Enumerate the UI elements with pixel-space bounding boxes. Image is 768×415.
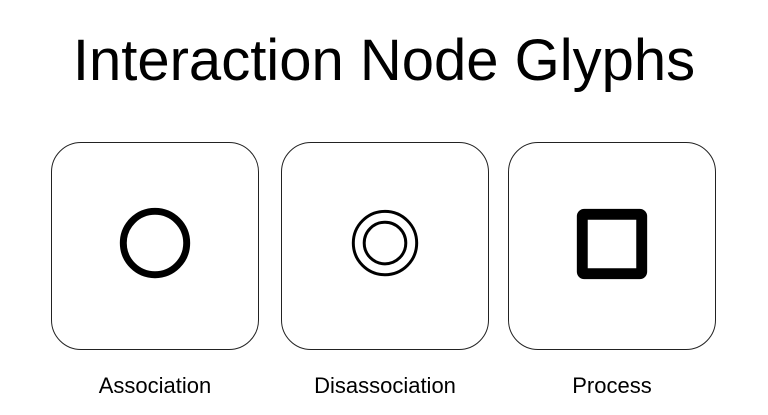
inner-ring (362, 220, 408, 266)
disassociation-label: Disassociation (314, 373, 456, 398)
process-glyph-svg (576, 208, 648, 280)
disassociation-glyph-card (281, 142, 489, 350)
double-circle-icon (351, 209, 419, 277)
process-label: Process (572, 373, 652, 398)
association-glyph-card (51, 142, 259, 350)
process-glyph-card (508, 142, 716, 350)
disassociation-glyph-svg (351, 209, 419, 277)
square-icon (576, 208, 648, 280)
page-title: Interaction Node Glyphs (72, 28, 696, 93)
association-label: Association (98, 373, 212, 398)
single-circle-icon (119, 207, 191, 279)
outer-ring (351, 209, 419, 277)
association-glyph-svg (119, 207, 191, 279)
